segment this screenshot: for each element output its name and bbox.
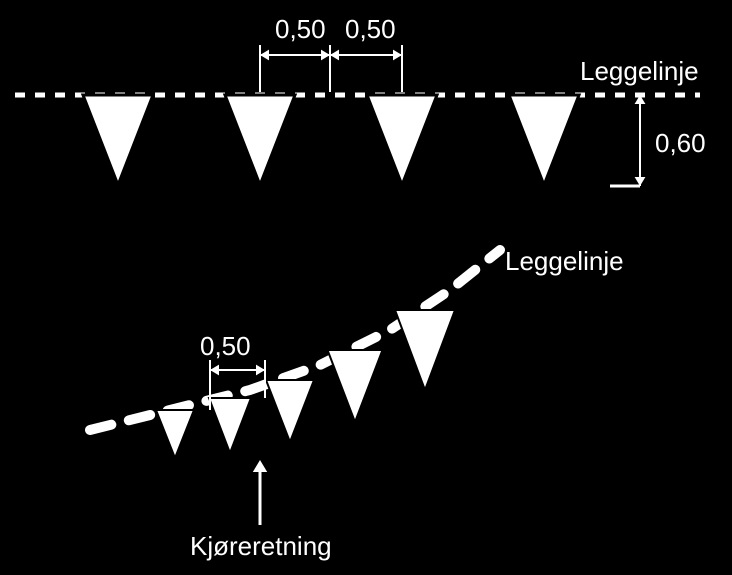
diagram-canvas: 0,50 0,50 Leggelinje 0,60 0,50 Leggelinje Kjør… — [0, 0, 732, 575]
svg-text:0,50: 0,50 — [200, 331, 251, 361]
svg-text:0,60: 0,60 — [655, 128, 706, 158]
svg-text:Kjøreretning: Kjøreretning — [190, 531, 332, 561]
svg-text:Leggelinje: Leggelinje — [580, 56, 699, 86]
svg-text:0,50: 0,50 — [345, 14, 396, 44]
svg-text:0,50: 0,50 — [275, 14, 326, 44]
svg-text:Leggelinje: Leggelinje — [505, 246, 624, 276]
